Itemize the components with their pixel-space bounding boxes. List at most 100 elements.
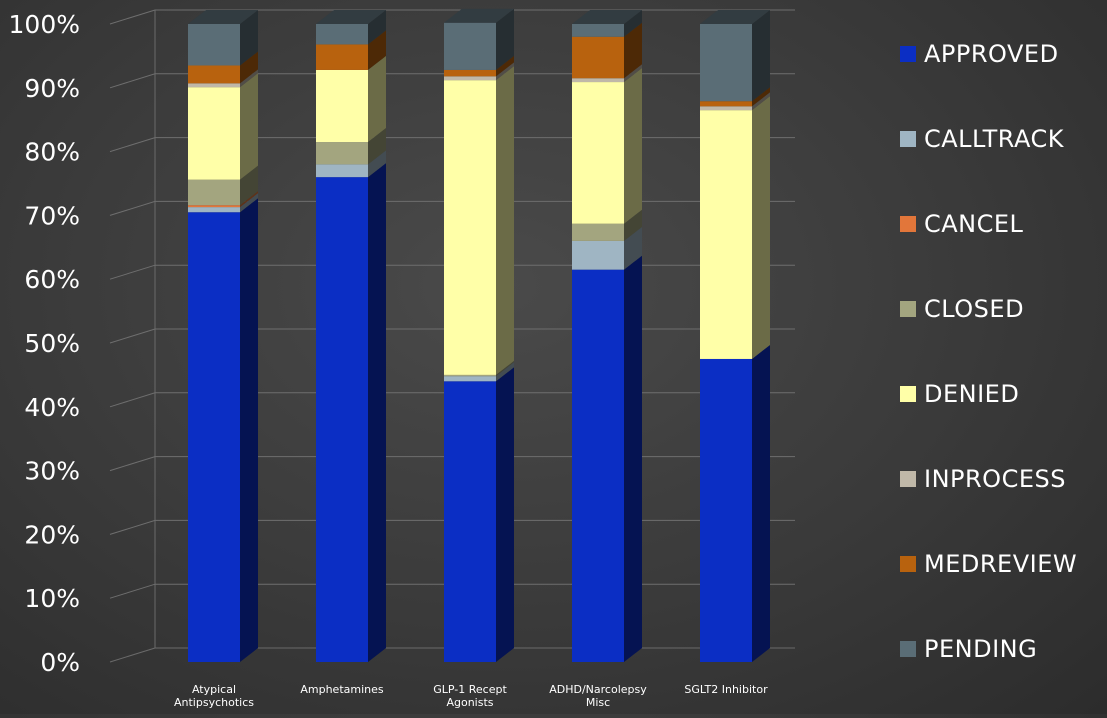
bar-side-medreview: [240, 51, 258, 84]
bar-top: [444, 8, 514, 23]
bar-side-pending: [240, 10, 258, 66]
bar-inprocess: [700, 106, 752, 111]
x-tick-label: SGLT2 Inhibitor: [684, 683, 768, 696]
legend-item-closed: CLOSED: [900, 295, 1024, 323]
legend-item-medreview: MEDREVIEW: [900, 550, 1077, 578]
bar-side-approved: [624, 255, 642, 662]
bar-denied: [444, 80, 496, 375]
x-tick-label: Amphetamines: [300, 683, 384, 696]
bar-side-denied: [752, 96, 770, 359]
legend-label: CLOSED: [924, 295, 1025, 323]
bar-side-pending: [624, 10, 642, 37]
y-tick-label: 50%: [24, 329, 80, 358]
bar-top: [700, 10, 770, 24]
bar-cancel: [188, 205, 240, 208]
y-tick-label: 40%: [24, 393, 80, 422]
legend-item-approved: APPROVED: [900, 40, 1059, 68]
bar-side-denied: [496, 66, 514, 375]
bar-calltrack: [572, 240, 624, 270]
bar-approved: [700, 358, 752, 662]
bar-calltrack: [444, 376, 496, 382]
y-tick-label: 0%: [40, 648, 80, 677]
bar-side-pending: [496, 8, 514, 70]
bar-side-closed: [496, 360, 514, 377]
legend-swatch: [900, 131, 916, 147]
bar-approved: [572, 269, 624, 662]
bar-inprocess: [188, 83, 240, 88]
legend-label: CANCEL: [924, 210, 1024, 238]
bar-side-medreview: [624, 22, 642, 79]
bar-pending: [572, 24, 624, 37]
bar-side-cancel: [240, 191, 258, 208]
x-tick-label: Misc: [586, 696, 610, 709]
legend-label: PENDING: [924, 635, 1038, 663]
legend-label: APPROVED: [924, 40, 1059, 68]
bar-top: [316, 10, 386, 24]
bar-pending: [316, 24, 368, 45]
bar-medreview: [700, 101, 752, 107]
y-tick-label: 90%: [24, 74, 80, 103]
x-tick-label: Atypical: [192, 683, 236, 696]
legend-label: DENIED: [924, 380, 1020, 408]
bar-side-denied: [624, 68, 642, 224]
bar-calltrack: [316, 164, 368, 178]
y-tick-label: 100%: [9, 10, 80, 39]
bar-denied: [316, 69, 368, 143]
y-tick-label: 60%: [24, 265, 80, 294]
bar-inprocess: [444, 76, 496, 81]
bar-denied: [188, 87, 240, 180]
floor-edge: [109, 647, 156, 663]
bar-side-approved: [496, 367, 514, 662]
bar-inprocess: [572, 78, 624, 83]
bar-approved: [316, 177, 368, 662]
bar-side-medreview: [752, 87, 770, 107]
bar-closed: [188, 179, 240, 206]
bar-calltrack: [188, 207, 240, 213]
bar-side-inprocess: [496, 62, 514, 81]
bar-side-inprocess: [240, 69, 258, 88]
legend-swatch: [900, 301, 916, 317]
bar-denied: [572, 82, 624, 224]
bar-side-closed: [624, 209, 642, 241]
x-tick-label: ADHD/Narcolepsy: [549, 683, 647, 696]
bar-closed: [444, 374, 496, 377]
x-tick-label: Antipsychotics: [174, 696, 254, 709]
legend-swatch: [900, 471, 916, 487]
bar-side-approved: [752, 344, 770, 662]
legend-swatch: [900, 386, 916, 402]
bar-denied: [700, 110, 752, 359]
legend-label: MEDREVIEW: [924, 550, 1078, 578]
bar-top: [188, 10, 258, 24]
bar-pending: [700, 24, 752, 102]
bar-side-denied: [240, 73, 258, 180]
legend-swatch: [900, 641, 916, 657]
bar-side-pending: [752, 10, 770, 102]
bar-side-calltrack: [368, 150, 386, 178]
legend-item-inprocess: INPROCESS: [900, 465, 1066, 493]
bar-side-calltrack: [624, 226, 642, 270]
bar-approved: [444, 381, 496, 662]
y-tick-label: 70%: [24, 201, 80, 230]
legend-swatch: [900, 216, 916, 232]
bar-approved: [188, 212, 240, 662]
bar-side-approved: [368, 163, 386, 662]
bar-side-closed: [368, 128, 386, 165]
bar-side-approved: [240, 198, 258, 662]
x-tick-label: GLP-1 Recept: [433, 683, 507, 696]
bar-side-medreview: [368, 30, 386, 70]
x-tick-label: Agonists: [446, 696, 493, 709]
bar-side-pending: [368, 10, 386, 45]
gridline: [109, 9, 795, 25]
y-tick-label: 20%: [24, 520, 80, 549]
bar-closed: [316, 142, 368, 165]
bar-side-calltrack: [496, 362, 514, 382]
bar-medreview: [572, 36, 624, 79]
bar-medreview: [188, 65, 240, 84]
bar-pending: [188, 24, 240, 66]
bar-top: [572, 10, 642, 24]
legend-swatch: [900, 556, 916, 572]
bar-side-inprocess: [624, 64, 642, 83]
legend-item-pending: PENDING: [900, 635, 1037, 663]
